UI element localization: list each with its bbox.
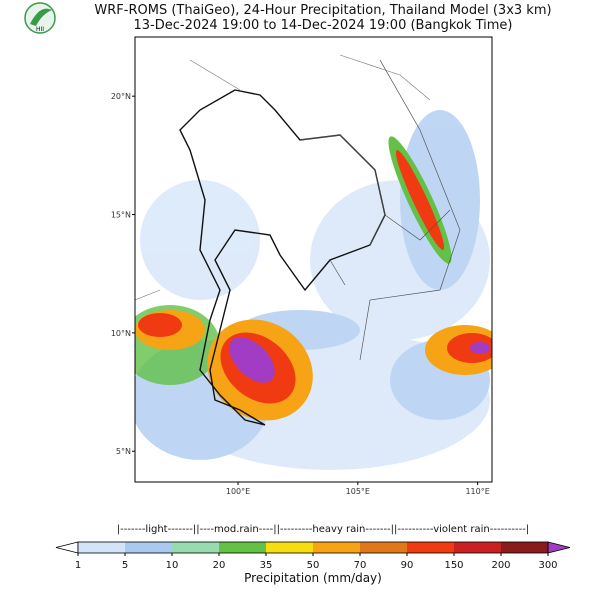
colorbar-tick-label: 20: [213, 560, 226, 571]
colorbar-tick-label: 1: [75, 560, 81, 571]
colorbar-tick-label: 10: [166, 560, 179, 571]
colorbar-segment: [454, 542, 501, 553]
logo-leaf: [30, 8, 52, 27]
lat-tick-label: 5°N: [116, 447, 131, 456]
lon-tick-label: 110°E: [465, 487, 489, 496]
lat-tick-label: 15°N: [111, 211, 131, 220]
rain-categories: |-------light-------||----mod.rain----||…: [117, 524, 529, 535]
colorbar-segment: [266, 542, 313, 553]
colorbar-tick-label: 35: [260, 560, 273, 571]
colorbar-tick-label: 70: [354, 560, 367, 571]
colorbar-tick-label: 90: [401, 560, 414, 571]
colorbar-tick-label: 300: [538, 560, 557, 571]
colorbar-segment: [78, 542, 125, 553]
colorbar-label: Precipitation (mm/day): [244, 571, 382, 585]
lat-tick-label: 10°N: [111, 329, 131, 338]
logo-text: HII: [36, 26, 44, 33]
colorbar-tick-label: 150: [444, 560, 463, 571]
colorbar-tick-label: 5: [122, 560, 128, 571]
region-borders: [299, 59, 461, 361]
colorbar-segment: [125, 542, 172, 553]
subtitle: 13-Dec-2024 19:00 to 14-Dec-2024 19:00 (…: [134, 18, 513, 33]
colorbar-tick-label: 50: [307, 560, 320, 571]
lon-tick-label: 105°E: [346, 487, 370, 496]
colorbar-under: [55, 541, 79, 554]
colorbar-over: [547, 541, 571, 554]
precip-heavy: [135, 136, 492, 421]
colorbar-segment: [501, 542, 548, 553]
colorbar-segment: [313, 542, 360, 553]
lat-tick-label: 20°N: [111, 92, 131, 101]
colorbar-segment: [172, 542, 219, 553]
colorbar-segment: [407, 542, 454, 553]
map-frame: [134, 36, 493, 483]
lon-tick-label: 100°E: [226, 487, 250, 496]
precip-light: [135, 110, 490, 470]
colorbar-tick-label: 200: [491, 560, 510, 571]
title: WRF-ROMS (ThaiGeo), 24-Hour Precipitatio…: [94, 3, 551, 18]
colorbar-segment: [360, 542, 407, 553]
colorbar-segment: [219, 542, 266, 553]
logo: HII: [24, 2, 56, 34]
map: [135, 37, 492, 482]
coastlines: [135, 54, 431, 301]
